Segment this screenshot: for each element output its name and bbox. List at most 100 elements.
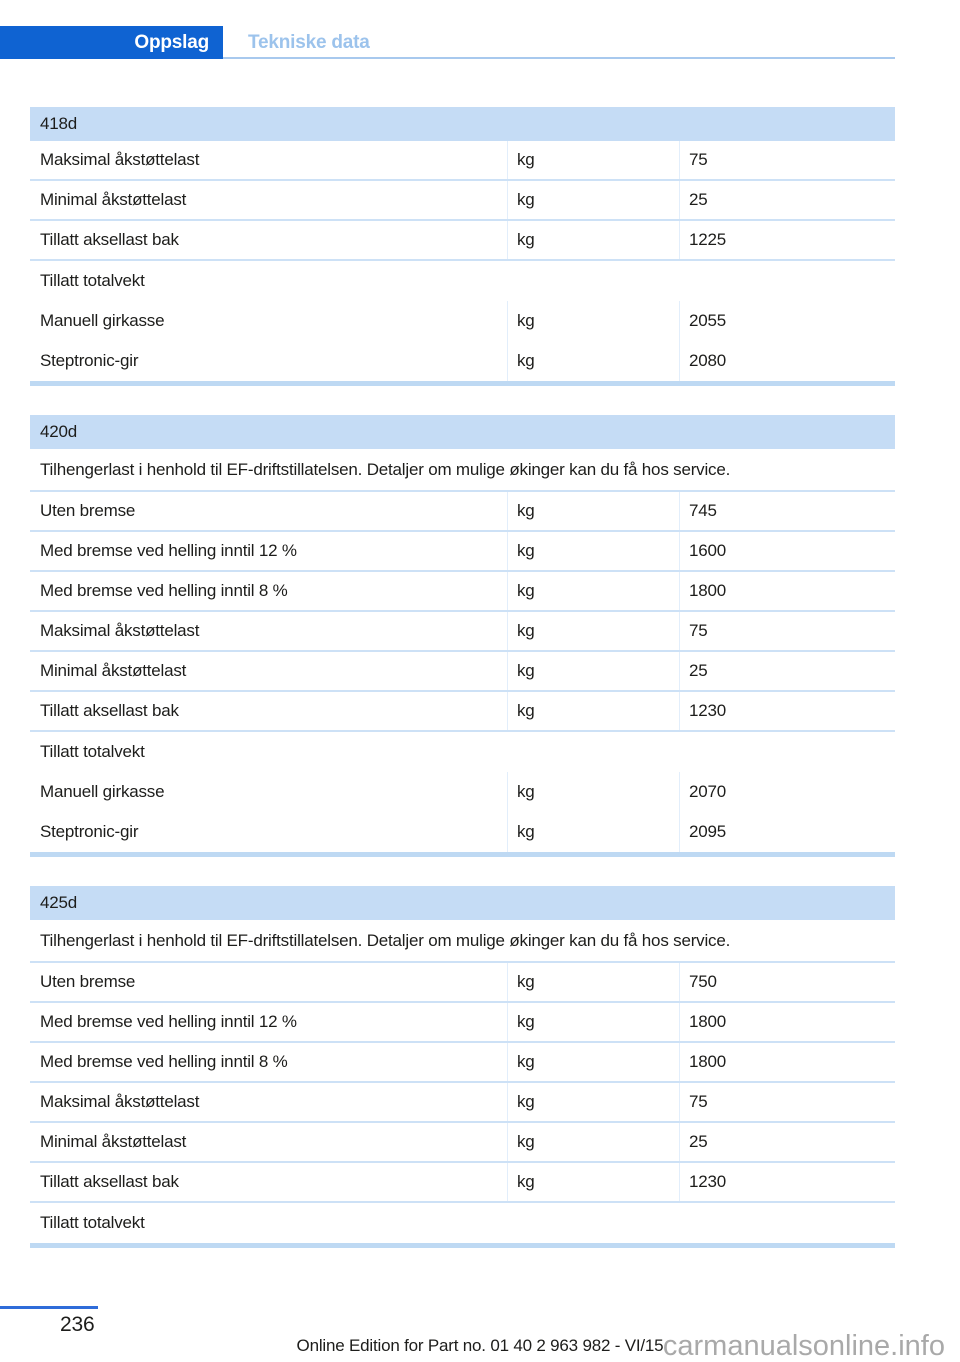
model-name: 420d (40, 422, 78, 441)
row-value: 745 (679, 492, 895, 530)
row-label: Med bremse ved helling inntil 12 % (40, 1012, 297, 1031)
table-intro-text: Tilhengerlast i henhold til EF-driftstil… (40, 459, 731, 479)
table-row: Minimal åkstøttelast kg 25 (30, 652, 895, 692)
row-label: Tillatt aksellast bak (40, 1172, 179, 1191)
table-row: Uten bremse kg 745 (30, 492, 895, 532)
row-label: Steptronic-gir (40, 822, 139, 841)
table-intro-row: Tilhengerlast i henhold til EF-driftstil… (30, 920, 895, 963)
table-intro-row: Tilhengerlast i henhold til EF-driftstil… (30, 449, 895, 492)
row-label: Manuell girkasse (40, 782, 165, 801)
table-end-bar (30, 381, 895, 386)
table-row: Maksimal åkstøttelast kg 75 (30, 1083, 895, 1123)
row-unit: kg (507, 652, 679, 690)
row-label: Tillatt totalvekt (40, 271, 145, 290)
spec-table-420d: 420d Tilhengerlast i henhold til EF-drift… (30, 415, 895, 857)
row-value: 1230 (679, 1163, 895, 1201)
table-row: Tillatt aksellast bak kg 1230 (30, 692, 895, 732)
row-value: 1800 (679, 572, 895, 610)
table-row: Med bremse ved helling inntil 8 % kg 1800 (30, 1043, 895, 1083)
row-unit: kg (507, 532, 679, 570)
row-label: Maksimal åkstøttelast (40, 621, 200, 640)
table-row: Uten bremse kg 750 (30, 963, 895, 1003)
row-unit: kg (507, 963, 679, 1001)
row-value: 1800 (679, 1043, 895, 1081)
row-label: Minimal åkstøttelast (40, 1132, 187, 1151)
row-label: Uten bremse (40, 501, 136, 520)
row-label: Tillatt totalvekt (40, 742, 145, 761)
row-unit: kg (507, 492, 679, 530)
row-value: 2070 (679, 772, 895, 812)
row-label: Tillatt aksellast bak (40, 701, 179, 720)
table-row: Tillatt aksellast bak kg 1225 (30, 221, 895, 261)
row-unit: kg (507, 341, 679, 381)
row-label: Steptronic-gir (40, 351, 139, 370)
row-unit: kg (507, 1163, 679, 1201)
row-value: 25 (679, 652, 895, 690)
row-unit: kg (507, 1083, 679, 1121)
row-value: 25 (679, 1123, 895, 1161)
row-value: 2080 (679, 341, 895, 381)
row-label: Med bremse ved helling inntil 12 % (40, 541, 297, 560)
table-intro-text: Tilhengerlast i henhold til EF-driftstil… (40, 930, 731, 950)
row-value: 750 (679, 963, 895, 1001)
table-row: Minimal åkstøttelast kg 25 (30, 181, 895, 221)
row-value: 1230 (679, 692, 895, 730)
row-label: Maksimal åkstøttelast (40, 1092, 200, 1111)
row-unit: kg (507, 572, 679, 610)
table-header: 420d (30, 415, 895, 449)
spec-table-418d: 418d Maksimal åkstøttelast kg 75 Minimal åks… (30, 107, 895, 386)
row-unit: kg (507, 1043, 679, 1081)
table-row: Manuell girkasse kg 2055 (30, 301, 895, 341)
row-label: Minimal åkstøttelast (40, 661, 187, 680)
table-row: Maksimal åkstøttelast kg 75 (30, 612, 895, 652)
table-row: Med bremse ved helling inntil 12 % kg 1600 (30, 532, 895, 572)
table-row: Steptronic-gir kg 2080 (30, 341, 895, 381)
row-unit: kg (507, 812, 679, 852)
row-unit: kg (507, 141, 679, 179)
table-row: Minimal åkstøttelast kg 25 (30, 1123, 895, 1163)
row-value: 1600 (679, 532, 895, 570)
section-title: Tekniske data (248, 31, 370, 53)
table-row: Steptronic-gir kg 2095 (30, 812, 895, 852)
row-label: Maksimal åkstøttelast (40, 150, 200, 169)
chapter-tab-oppslag: Oppslag (0, 26, 223, 59)
header-underline (223, 57, 895, 59)
table-row: Tillatt aksellast bak kg 1230 (30, 1163, 895, 1203)
row-value: 25 (679, 181, 895, 219)
row-label: Med bremse ved helling inntil 8 % (40, 581, 288, 600)
table-header: 418d (30, 107, 895, 141)
table-header: 425d (30, 886, 895, 920)
row-value: 1800 (679, 1003, 895, 1041)
watermark: carmanualsonline.info (662, 1330, 945, 1362)
model-name: 418d (40, 114, 78, 133)
table-end-bar (30, 852, 895, 857)
row-unit: kg (507, 692, 679, 730)
page-number-rule (0, 1306, 98, 1309)
row-label: Minimal åkstøttelast (40, 190, 187, 209)
row-unit: kg (507, 612, 679, 650)
row-value: 2095 (679, 812, 895, 852)
row-unit: kg (507, 181, 679, 219)
table-row: Tillatt totalvekt (30, 732, 895, 772)
page-number: 236 (60, 1313, 95, 1336)
row-unit: kg (507, 1003, 679, 1041)
row-value: 75 (679, 141, 895, 179)
row-label: Uten bremse (40, 972, 136, 991)
row-label: Med bremse ved helling inntil 8 % (40, 1052, 288, 1071)
row-value: 2055 (679, 301, 895, 341)
table-row: Tillatt totalvekt (30, 1203, 895, 1243)
chapter-tab-label: Oppslag (134, 31, 209, 53)
row-label: Tillatt totalvekt (40, 1213, 145, 1232)
row-unit: kg (507, 772, 679, 812)
row-label: Manuell girkasse (40, 311, 165, 330)
row-unit: kg (507, 301, 679, 341)
row-label: Tillatt aksellast bak (40, 230, 179, 249)
table-row: Manuell girkasse kg 2070 (30, 772, 895, 812)
model-name: 425d (40, 893, 78, 912)
spec-table-425d: 425d Tilhengerlast i henhold til EF-drift… (30, 886, 895, 1248)
table-row: Med bremse ved helling inntil 8 % kg 1800 (30, 572, 895, 612)
edition-note: Online Edition for Part no. 01 40 2 963 … (296, 1336, 664, 1355)
row-value: 75 (679, 1083, 895, 1121)
table-row: Med bremse ved helling inntil 12 % kg 1800 (30, 1003, 895, 1043)
